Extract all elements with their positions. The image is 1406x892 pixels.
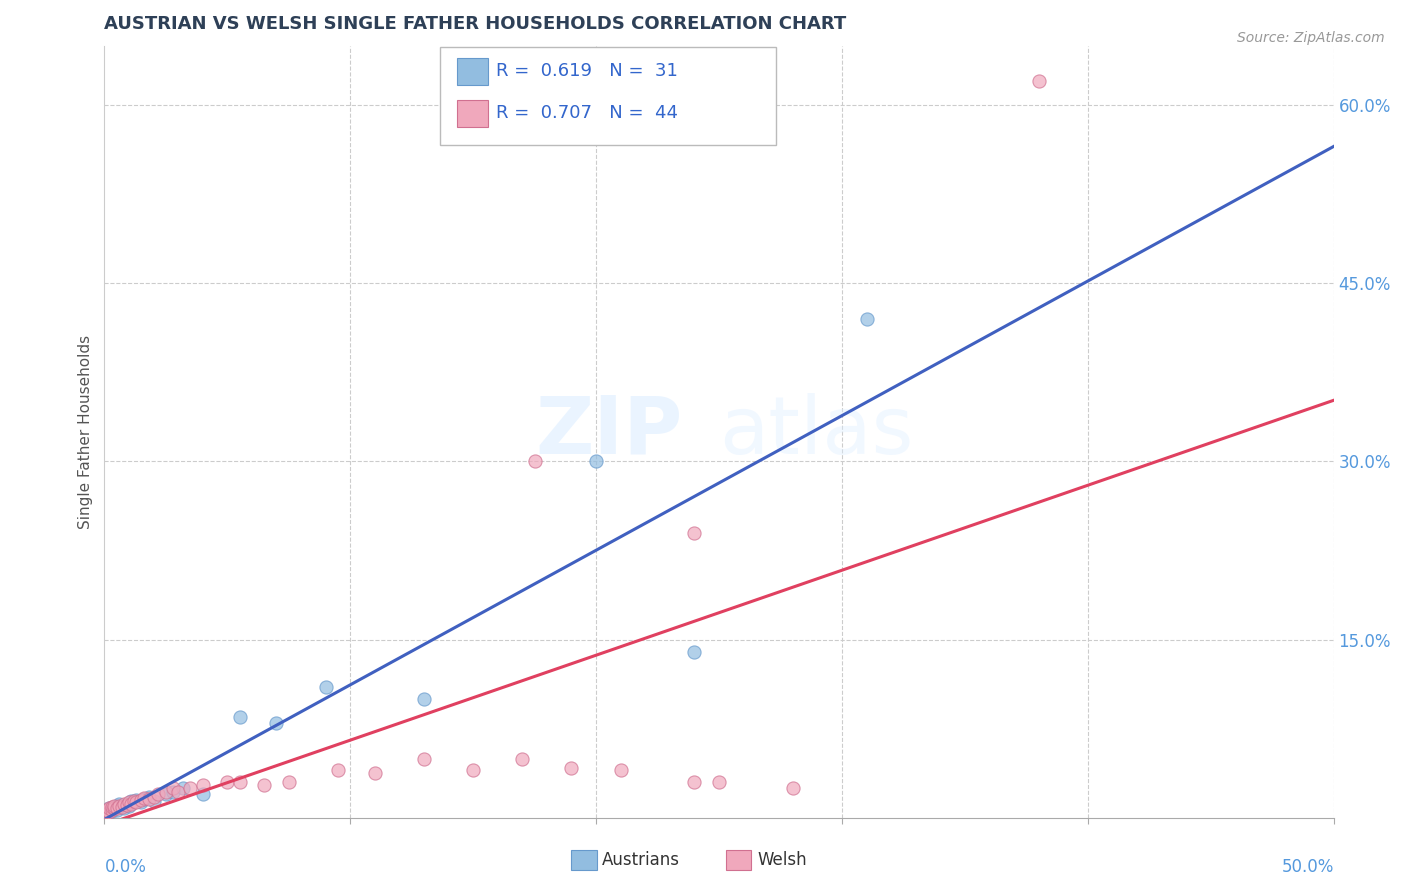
Point	[125, 793, 148, 807]
Point	[1028, 74, 1050, 88]
Point	[118, 799, 141, 814]
Point	[132, 790, 155, 805]
Point	[125, 796, 148, 810]
Point	[683, 525, 706, 540]
Point	[585, 454, 607, 468]
Point	[115, 797, 138, 812]
Point	[560, 761, 582, 775]
Point	[100, 804, 122, 818]
Point	[129, 793, 152, 807]
Point	[112, 797, 135, 811]
Point	[118, 796, 141, 810]
Point	[155, 787, 177, 801]
Y-axis label: Single Father Households: Single Father Households	[79, 334, 93, 529]
Point	[413, 751, 436, 765]
Point	[122, 794, 145, 808]
Point	[683, 775, 706, 789]
Point	[142, 794, 165, 808]
Point	[112, 801, 135, 815]
Point	[100, 800, 122, 814]
Point	[167, 785, 190, 799]
Point	[103, 799, 125, 814]
Point	[683, 644, 706, 658]
Point	[782, 781, 804, 796]
Point	[98, 801, 121, 815]
Point	[100, 803, 122, 817]
Point	[110, 800, 132, 814]
Point	[108, 797, 131, 811]
Point	[277, 775, 299, 789]
Point	[138, 789, 160, 804]
Point	[266, 715, 288, 730]
Point	[122, 796, 145, 810]
Point	[217, 775, 239, 789]
Point	[96, 803, 118, 817]
Point	[108, 799, 131, 814]
Point	[228, 710, 250, 724]
Point	[326, 764, 349, 778]
Text: R =  0.707   N =  44: R = 0.707 N = 44	[496, 104, 678, 122]
Text: atlas: atlas	[718, 392, 914, 471]
Point	[191, 778, 214, 792]
Point	[120, 794, 142, 808]
Point	[148, 787, 170, 801]
Point	[98, 805, 121, 819]
Point	[103, 801, 125, 815]
Point	[523, 454, 546, 468]
Text: 0.0%: 0.0%	[104, 858, 146, 876]
Point	[142, 789, 165, 804]
Point	[110, 799, 132, 814]
Point	[162, 785, 184, 799]
Point	[609, 764, 631, 778]
Point	[115, 797, 138, 811]
Text: Welsh: Welsh	[756, 851, 807, 869]
Point	[103, 800, 125, 814]
Point	[855, 312, 877, 326]
Point	[96, 805, 118, 819]
Point	[105, 803, 128, 817]
Point	[98, 804, 121, 818]
Point	[129, 796, 152, 810]
Text: AUSTRIAN VS WELSH SINGLE FATHER HOUSEHOLDS CORRELATION CHART: AUSTRIAN VS WELSH SINGLE FATHER HOUSEHOL…	[104, 15, 846, 33]
Point	[96, 805, 118, 819]
Text: Austrians: Austrians	[602, 851, 681, 869]
Point	[98, 801, 121, 815]
Point	[105, 801, 128, 815]
Point	[463, 764, 485, 778]
Text: R =  0.619   N =  31: R = 0.619 N = 31	[496, 62, 678, 80]
Point	[315, 680, 337, 694]
Point	[132, 792, 155, 806]
Point	[179, 781, 201, 796]
Point	[162, 781, 184, 796]
Point	[191, 787, 214, 801]
Point	[103, 801, 125, 815]
Point	[155, 785, 177, 799]
Point	[172, 781, 194, 796]
Point	[228, 775, 250, 789]
Point	[138, 792, 160, 806]
Text: 50.0%: 50.0%	[1281, 858, 1334, 876]
Point	[105, 799, 128, 814]
Point	[253, 778, 276, 792]
Point	[364, 765, 387, 780]
Point	[707, 775, 730, 789]
Point	[510, 751, 533, 765]
Text: ZIP: ZIP	[534, 392, 682, 471]
Point	[120, 797, 142, 811]
Text: Source: ZipAtlas.com: Source: ZipAtlas.com	[1237, 31, 1385, 45]
Point	[413, 692, 436, 706]
